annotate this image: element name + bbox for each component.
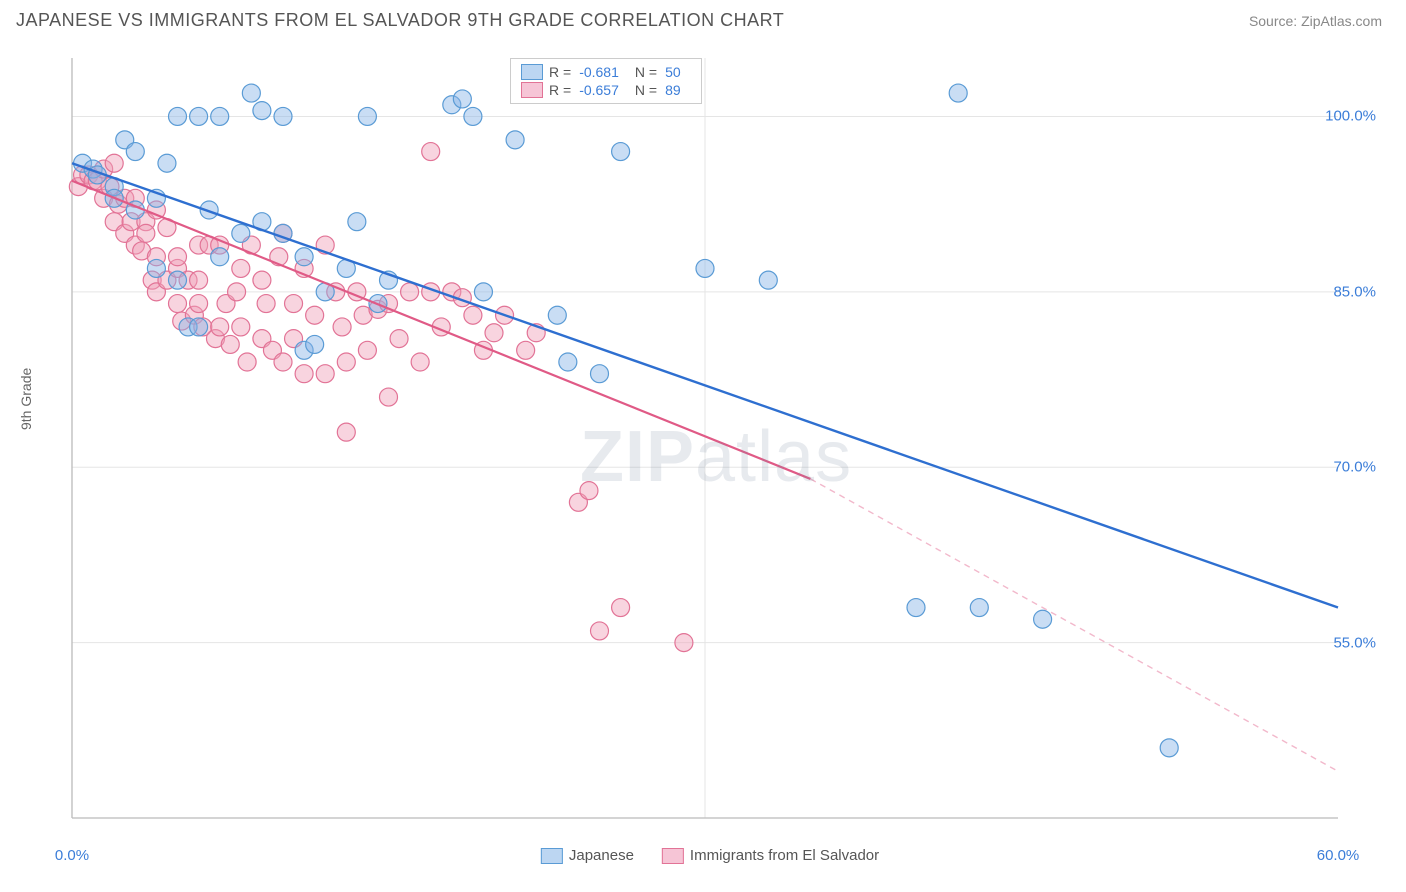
y-tick-label: 55.0%: [1333, 634, 1376, 651]
legend-label: Japanese: [569, 847, 634, 864]
legend-item: Japanese: [541, 847, 634, 864]
y-tick-label: 100.0%: [1325, 108, 1376, 125]
y-axis-label: 9th Grade: [18, 368, 34, 430]
x-tick-label: 60.0%: [1317, 847, 1360, 864]
stats-legend: R = -0.681 N = 50 R = -0.657 N = 89: [510, 58, 702, 104]
n-label: N =: [635, 64, 657, 80]
r-value: -0.657: [579, 82, 619, 98]
scatter-chart: [50, 46, 1370, 828]
n-label: N =: [635, 82, 657, 98]
legend-item: Immigrants from El Salvador: [662, 847, 879, 864]
legend-swatch: [541, 848, 563, 864]
chart-container: R =-0.681N =50R =-0.657N =89 ZIPatlas 10…: [50, 46, 1370, 836]
y-tick-label: 70.0%: [1333, 459, 1376, 476]
x-tick-label: 0.0%: [55, 847, 89, 864]
legend-swatch: [662, 848, 684, 864]
n-value: 50: [665, 64, 681, 80]
legend-row: R = -0.681 N = 50: [521, 63, 691, 81]
legend-label: Immigrants from El Salvador: [690, 847, 879, 864]
legend-row: R = -0.657 N = 89: [521, 81, 691, 99]
n-value: 89: [665, 82, 681, 98]
y-tick-label: 85.0%: [1333, 283, 1376, 300]
legend-swatch: [521, 64, 543, 80]
chart-title: JAPANESE VS IMMIGRANTS FROM EL SALVADOR …: [16, 10, 784, 31]
r-value: -0.681: [579, 64, 619, 80]
bottom-legend: Japanese Immigrants from El Salvador: [541, 847, 879, 864]
legend-swatch: [521, 82, 543, 98]
r-label: R =: [549, 64, 571, 80]
r-label: R =: [549, 82, 571, 98]
source-label: Source: ZipAtlas.com: [1249, 13, 1382, 29]
